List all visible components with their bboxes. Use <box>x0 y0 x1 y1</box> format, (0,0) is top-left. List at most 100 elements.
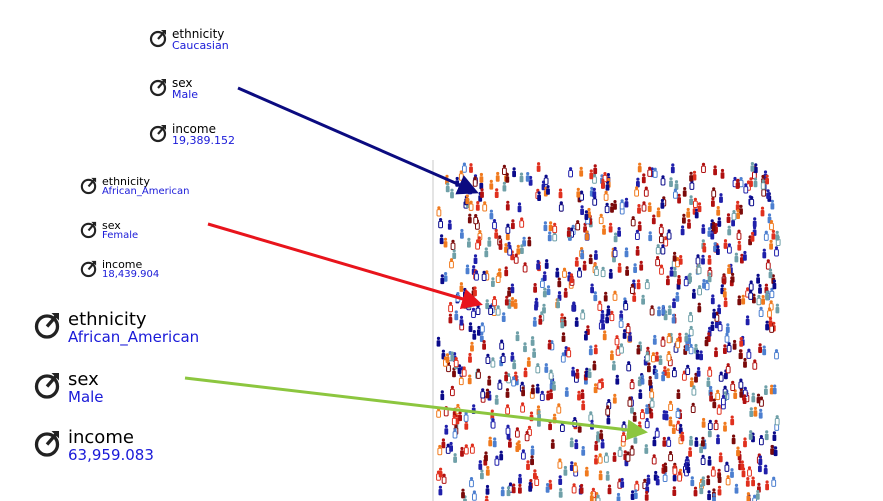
person-figure-icon <box>666 275 670 286</box>
person-figure-icon <box>515 427 520 438</box>
person-figure-icon <box>549 389 553 400</box>
person-figure-icon <box>701 476 706 487</box>
person-figure-icon <box>637 421 642 432</box>
person-figure-icon <box>673 267 677 278</box>
person-figure-icon <box>775 230 780 241</box>
person-figure-icon <box>666 229 672 240</box>
person-figure-icon <box>660 244 666 255</box>
person-figure-icon <box>686 463 691 474</box>
person-figure-icon <box>768 268 773 279</box>
person-figure-icon <box>723 297 728 308</box>
person-figure-icon <box>682 213 686 224</box>
person-figure-icon <box>758 306 764 317</box>
person-figure-icon <box>460 228 464 239</box>
person-figure-icon <box>608 222 613 233</box>
person-figure-icon <box>594 454 598 465</box>
person-figure-icon <box>475 201 480 211</box>
person-figure-icon <box>505 424 511 435</box>
person-figure-icon <box>581 400 586 411</box>
person-figure-icon <box>593 291 598 302</box>
person-figure-icon <box>709 391 713 402</box>
person-figure-icon <box>730 468 734 478</box>
person-figure-icon <box>707 366 713 377</box>
person-figure-icon <box>739 337 744 347</box>
person-figure-icon <box>668 400 674 411</box>
person-figure-icon <box>762 248 767 259</box>
person-figure-icon <box>592 187 597 198</box>
person-figure-icon <box>465 264 470 275</box>
attribute-knob-icon <box>80 260 97 278</box>
person-figure-icon <box>701 254 705 265</box>
person-figure-icon <box>605 313 609 324</box>
person-figure-icon <box>574 257 579 267</box>
person-figure-icon <box>702 242 707 253</box>
person-figure-icon <box>453 357 459 368</box>
person-figure-icon <box>752 217 757 228</box>
person-figure-icon <box>461 162 467 173</box>
person-figure-icon <box>489 179 494 190</box>
person-figure-icon <box>546 185 550 195</box>
person-figure-icon <box>436 336 441 347</box>
person-figure-icon <box>471 307 476 318</box>
person-figure-icon <box>467 213 472 224</box>
person-figure-icon <box>580 389 585 400</box>
person-figure-icon <box>672 251 677 262</box>
person-figure-icon <box>495 272 501 283</box>
person-figure-icon <box>511 376 516 387</box>
agent-1-ethnicity: ethnicity Caucasian <box>148 28 229 51</box>
person-figure-icon <box>652 167 658 178</box>
person-figure-icon <box>641 294 645 305</box>
person-figure-icon <box>595 494 601 501</box>
person-figure-icon <box>700 454 706 466</box>
person-figure-icon <box>692 197 698 209</box>
person-figure-icon <box>556 298 560 309</box>
person-figure-icon <box>522 262 528 273</box>
person-figure-icon <box>719 193 723 203</box>
person-figure-icon <box>722 287 727 298</box>
person-figure-icon <box>575 220 581 231</box>
person-figure-icon <box>440 274 445 285</box>
person-figure-icon <box>688 272 692 283</box>
person-figure-icon <box>683 275 689 287</box>
person-figure-icon <box>773 446 778 457</box>
person-figure-icon <box>618 317 624 328</box>
person-figure-icon <box>690 402 696 413</box>
person-figure-icon <box>691 385 697 396</box>
person-figure-icon <box>707 419 713 431</box>
person-figure-icon <box>596 431 600 441</box>
person-figure-icon <box>592 360 597 371</box>
person-figure-icon <box>715 389 721 401</box>
person-figure-icon <box>751 392 756 403</box>
attribute-name: sex <box>102 219 121 232</box>
person-figure-icon <box>707 255 712 265</box>
person-figure-icon <box>699 350 703 361</box>
person-figure-icon <box>641 201 647 212</box>
person-figure-icon <box>547 339 552 350</box>
person-figure-icon <box>506 486 511 497</box>
person-figure-icon <box>556 403 562 414</box>
attribute-name: ethnicity <box>102 175 151 188</box>
attribute-value: 18,439.904 <box>102 269 160 280</box>
person-figure-icon <box>590 283 594 294</box>
person-figure-icon <box>666 368 671 379</box>
person-figure-icon <box>738 349 743 360</box>
attribute-value: 19,389.152 <box>172 134 235 147</box>
person-figure-icon <box>629 283 635 294</box>
person-figure-icon <box>609 310 615 322</box>
person-figure-icon <box>669 266 674 277</box>
person-figure-icon <box>711 221 716 232</box>
person-figure-icon <box>717 217 722 227</box>
person-figure-icon <box>743 437 747 448</box>
person-figure-icon <box>605 471 610 481</box>
person-figure-icon <box>720 394 726 406</box>
person-figure-icon <box>616 492 621 501</box>
person-figure-icon <box>726 342 732 353</box>
attribute-knob-icon <box>80 221 97 239</box>
person-figure-icon <box>520 402 525 413</box>
person-figure-icon <box>579 483 584 494</box>
person-figure-icon <box>660 336 666 347</box>
person-figure-icon <box>753 177 758 188</box>
person-figure-icon <box>749 196 755 207</box>
person-figure-icon <box>710 321 715 331</box>
person-figure-icon <box>632 412 637 422</box>
